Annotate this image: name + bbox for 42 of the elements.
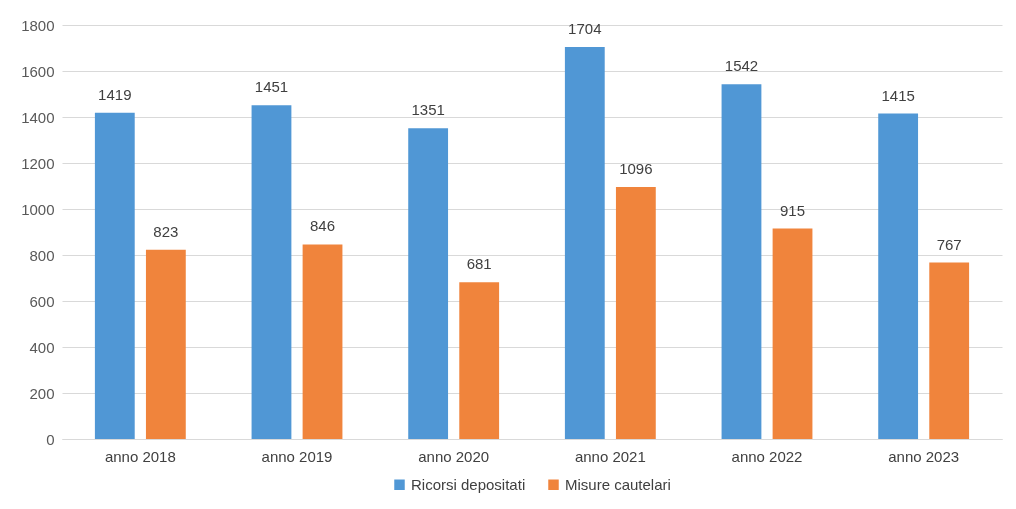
y-tick-label: 0 bbox=[46, 430, 55, 448]
y-tick-label: 1600 bbox=[21, 62, 55, 80]
x-tick-label: anno 2023 bbox=[888, 447, 960, 465]
bar bbox=[145, 249, 186, 439]
y-tick-label: 200 bbox=[29, 384, 55, 402]
y-tick-label: 400 bbox=[29, 338, 55, 356]
x-tick-label: anno 2018 bbox=[104, 447, 176, 465]
data-label: 1704 bbox=[568, 20, 602, 38]
x-tick-label: anno 2022 bbox=[731, 447, 803, 465]
data-label: 1351 bbox=[411, 101, 445, 119]
bar bbox=[408, 128, 449, 439]
y-tick-label: 600 bbox=[29, 292, 55, 310]
data-label: 1096 bbox=[619, 159, 653, 177]
bar bbox=[302, 244, 343, 439]
bar bbox=[929, 262, 970, 439]
data-label: 846 bbox=[310, 217, 336, 235]
bar bbox=[564, 47, 605, 439]
y-tick-label: 800 bbox=[29, 246, 55, 264]
bar bbox=[721, 84, 762, 439]
x-tick-label: anno 2020 bbox=[418, 447, 490, 465]
data-label: 1542 bbox=[724, 57, 759, 75]
x-tick-label: anno 2021 bbox=[574, 447, 646, 465]
data-label: 1415 bbox=[881, 86, 915, 104]
legend-label: Misure cautelari bbox=[565, 475, 671, 493]
y-tick-label: 1400 bbox=[21, 108, 55, 126]
legend-label: Ricorsi depositati bbox=[411, 475, 526, 493]
bar bbox=[615, 186, 656, 439]
data-label: 915 bbox=[780, 201, 806, 219]
bar bbox=[772, 228, 813, 439]
data-label: 1419 bbox=[98, 85, 132, 103]
bar bbox=[459, 282, 500, 439]
y-tick-label: 1800 bbox=[21, 16, 55, 34]
x-tick-label: anno 2019 bbox=[261, 447, 333, 465]
data-label: 767 bbox=[936, 235, 962, 253]
y-tick-label: 1200 bbox=[21, 154, 55, 172]
bar bbox=[878, 113, 919, 439]
bar bbox=[251, 105, 292, 439]
data-label: 823 bbox=[153, 222, 179, 240]
data-label: 1451 bbox=[254, 78, 289, 96]
bar bbox=[94, 112, 135, 439]
y-tick-label: 1000 bbox=[21, 200, 55, 218]
data-label: 681 bbox=[466, 255, 492, 273]
